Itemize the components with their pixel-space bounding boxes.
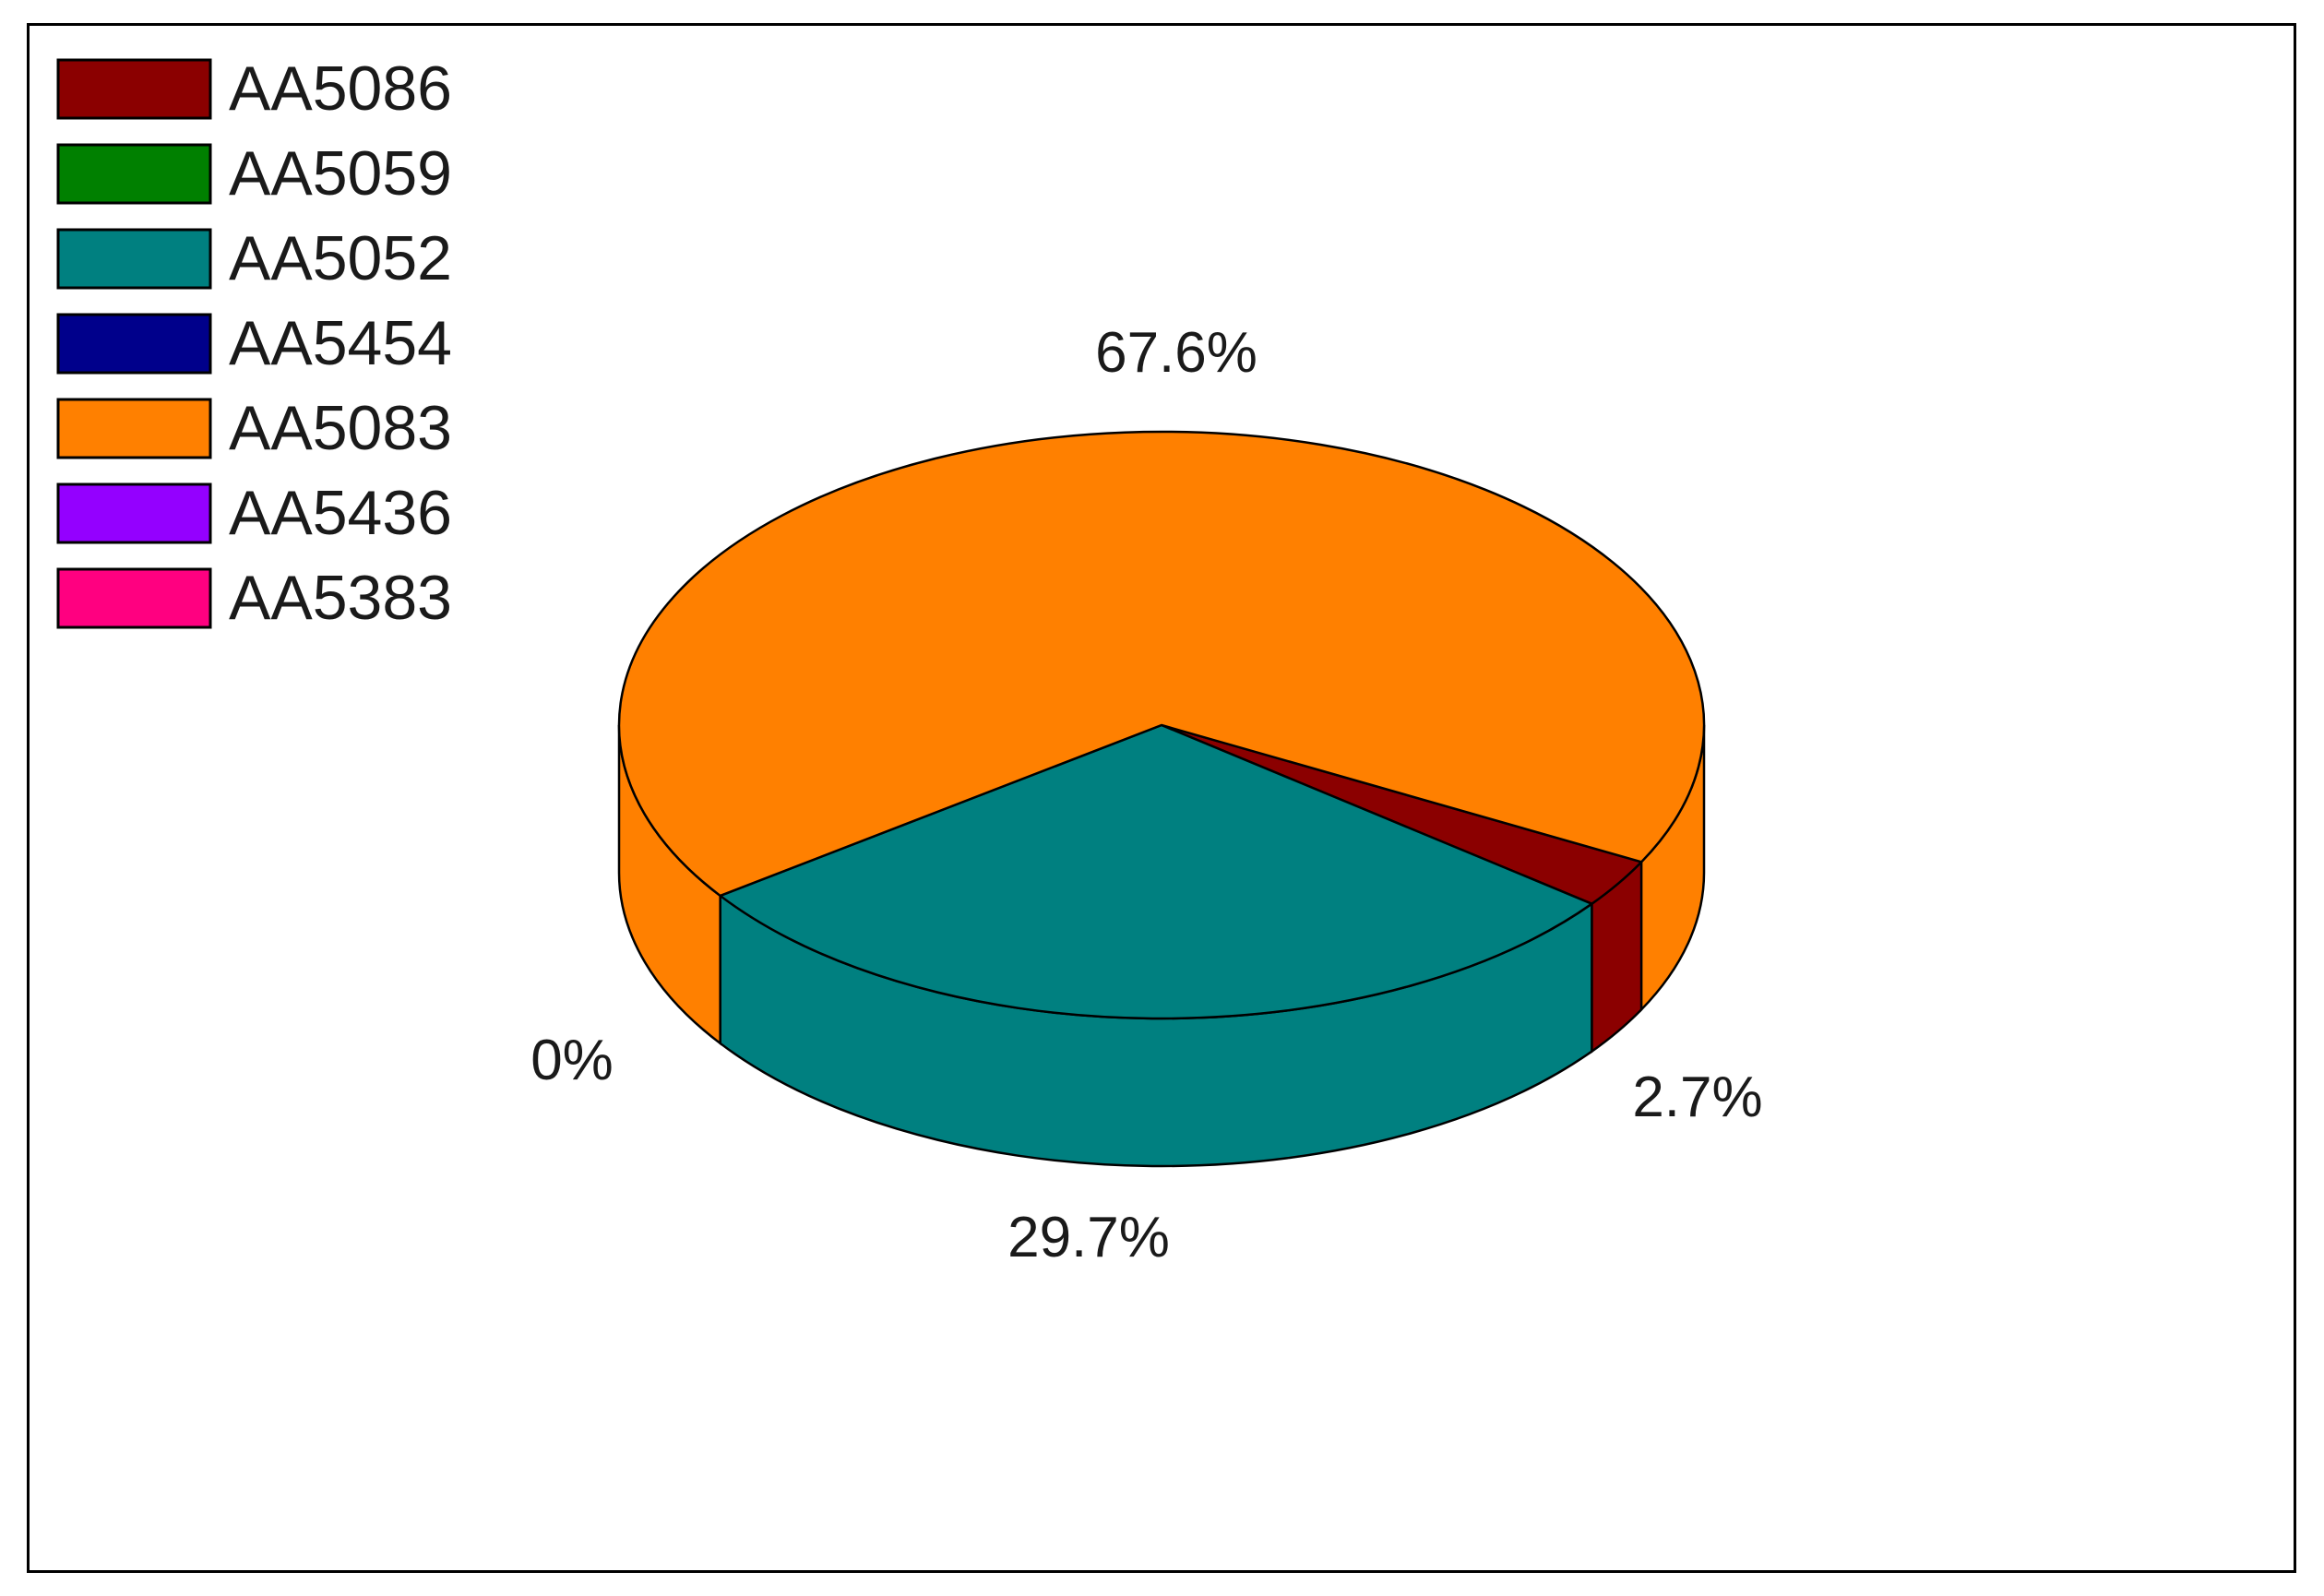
- pie-sides: [617, 724, 1706, 1168]
- legend: AA5086 AA5059 AA5052 AA5454 AA5083 AA5436 AA53…: [56, 54, 452, 633]
- legend-label-aa5454: AA5454: [229, 308, 452, 378]
- data-labels: 2.7% 29.7% 67.6% 0%: [530, 321, 1762, 1269]
- legend-swatch-aa5436: [56, 482, 212, 544]
- legend-label-aa5086: AA5086: [229, 54, 452, 124]
- legend-label-aa5436: AA5436: [229, 478, 452, 548]
- pie-top: [617, 430, 1706, 1020]
- data-label-aa5436: 0%: [530, 1029, 614, 1092]
- legend-label-aa5052: AA5052: [229, 223, 452, 293]
- legend-swatch-aa5083: [56, 398, 212, 459]
- legend-label-aa5083: AA5083: [229, 393, 452, 463]
- legend-swatch-aa5086: [56, 58, 212, 120]
- pie-slice-aa5052: [719, 723, 1593, 1020]
- data-label-aa5052: 29.7%: [1007, 1206, 1170, 1269]
- legend-swatch-aa5052: [56, 228, 212, 290]
- data-label-aa5083: 67.6%: [1095, 321, 1257, 385]
- legend-swatch-aa5383: [56, 567, 212, 629]
- legend-label-aa5059: AA5059: [229, 138, 452, 208]
- pie-slice-aa5083: [617, 430, 1706, 898]
- legend-swatch-aa5454: [56, 313, 212, 375]
- data-label-aa5086: 2.7%: [1632, 1066, 1762, 1129]
- legend-label-aa5383: AA5383: [229, 563, 452, 633]
- legend-swatch-aa5059: [56, 143, 212, 205]
